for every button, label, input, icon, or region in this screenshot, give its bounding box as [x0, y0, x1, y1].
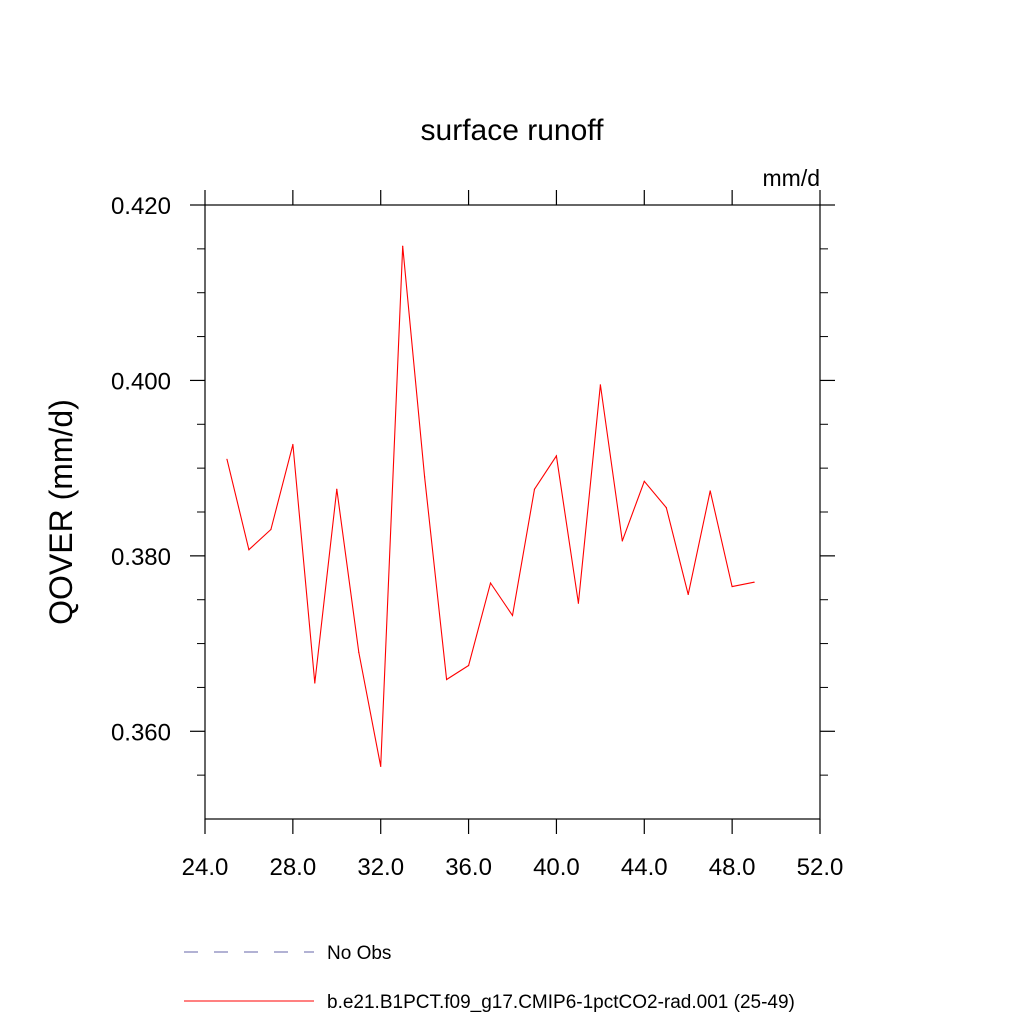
data-point [577, 602, 579, 604]
data-point [270, 528, 272, 531]
axis-ticks: 24.0 28.0 32.0 36.0 40.0 44.0 48.0 52.0 0.360 0.3… [111, 190, 843, 881]
data-point [292, 443, 294, 446]
data-point [446, 678, 448, 681]
x-tick-label: 36.0 [445, 854, 492, 881]
data-point [358, 651, 360, 653]
chart-title: surface runoff [421, 114, 605, 147]
x-tick-label: 28.0 [269, 854, 316, 881]
data-point [226, 458, 228, 460]
y-tick-label: 0.380 [111, 544, 171, 571]
data-series [226, 245, 755, 767]
data-point [665, 507, 667, 509]
data-point [248, 549, 250, 551]
data-point [599, 384, 601, 386]
legend: No Obs b.e21.B1PCT.f09_g17.CMIP6-1pctCO2-… [184, 943, 795, 1013]
data-point [467, 664, 470, 667]
units-label: mm/d [763, 165, 821, 191]
data-point [687, 593, 689, 596]
y-tick-label: 0.420 [111, 193, 171, 220]
data-point [489, 582, 492, 584]
data-point [424, 476, 426, 478]
x-tick-label: 44.0 [621, 854, 668, 881]
y-tick-label: 0.400 [111, 368, 171, 395]
data-point [511, 614, 514, 617]
data-point [621, 540, 623, 542]
plot-frame [204, 204, 821, 820]
data-point [533, 488, 536, 490]
data-point [753, 581, 755, 583]
x-tick-label: 40.0 [533, 854, 580, 881]
x-tick-label: 52.0 [797, 854, 844, 881]
data-point [336, 488, 338, 490]
data-point [709, 490, 711, 492]
data-point [643, 480, 645, 482]
data-point [731, 585, 733, 588]
x-tick-label: 24.0 [182, 854, 229, 881]
y-tick-label: 0.360 [111, 719, 171, 746]
data-point [402, 245, 404, 247]
data-point [380, 765, 382, 767]
data-point [555, 455, 558, 457]
data-point [314, 682, 316, 684]
legend-label: b.e21.B1PCT.f09_g17.CMIP6-1pctCO2-rad.00… [327, 992, 795, 1013]
legend-label: No Obs [327, 943, 391, 964]
x-tick-label: 32.0 [357, 854, 404, 881]
series-line [226, 246, 755, 767]
x-tick-label: 48.0 [709, 854, 756, 881]
y-axis-title: QOVER (mm/d) [43, 399, 79, 625]
